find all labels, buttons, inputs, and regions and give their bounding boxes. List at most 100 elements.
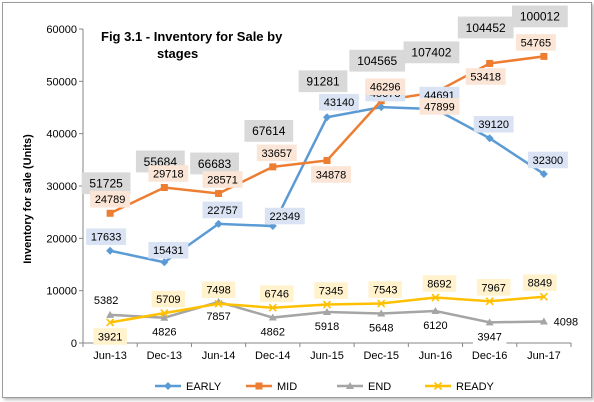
total-label-group: 107402 xyxy=(403,41,460,64)
data-label-end-group: 4826 xyxy=(147,323,182,341)
total-label-group: 51725 xyxy=(81,172,131,195)
total-label-box xyxy=(457,16,514,39)
data-point-mid xyxy=(215,189,223,197)
data-label-mid-group: 54765 xyxy=(515,34,556,51)
data-label-ready-box xyxy=(93,328,127,345)
data-label-early-group: 15431 xyxy=(148,241,189,259)
data-label-early-box xyxy=(86,228,127,246)
data-point-early xyxy=(106,246,115,255)
total-label-box xyxy=(298,70,348,93)
chart-title-line2: stages xyxy=(157,46,198,61)
y-tick-labels: 0 10000 20000 30000 40000 50000 60000 xyxy=(46,24,77,350)
data-label-mid-box xyxy=(465,68,506,85)
data-point-ready xyxy=(431,293,440,302)
data-label-ready: 7498 xyxy=(206,285,230,297)
inventory-line-chart: 0 10000 20000 30000 40000 50000 60000 Jun-13 De… xyxy=(22,5,583,393)
data-label-mid-group: 24789 xyxy=(90,190,131,208)
series-end xyxy=(106,297,548,326)
data-label-end-box xyxy=(147,323,182,341)
data-label-early: 15431 xyxy=(153,245,184,257)
data-label-early-group: 32300 xyxy=(527,151,568,169)
data-label-mid-box xyxy=(90,190,131,208)
data-label-ready-box xyxy=(368,281,402,298)
data-point-end xyxy=(106,310,115,318)
data-label-early-box xyxy=(319,93,359,111)
data-label-ready: 3921 xyxy=(98,331,122,343)
data-label-early: 32300 xyxy=(533,155,564,167)
data-label-mid: 34878 xyxy=(316,169,347,181)
chart-title-line1: Fig 3.1 - Inventory for Sale by xyxy=(101,29,283,44)
data-label-mid: 33657 xyxy=(261,148,292,160)
data-label-ready-box xyxy=(201,281,236,299)
x-tick-label: Jun-14 xyxy=(202,350,236,362)
x-tick-label: Jun-17 xyxy=(527,350,561,362)
data-label-end: 4862 xyxy=(261,327,285,339)
data-point-end xyxy=(377,309,386,317)
data-label-end-box xyxy=(364,319,398,336)
data-label-ready-box xyxy=(260,285,294,302)
y-tick-label: 50000 xyxy=(46,76,77,88)
legend-label: END xyxy=(368,381,391,393)
data-label-early: 43140 xyxy=(324,97,355,109)
legend-swatch-marker xyxy=(433,381,443,391)
total-label: 107402 xyxy=(411,46,451,60)
data-label-end-group: 4098 xyxy=(549,313,583,330)
data-label-end-box xyxy=(418,316,453,334)
data-point-early xyxy=(323,113,331,122)
data-point-ready xyxy=(214,299,223,308)
total-label-box xyxy=(512,5,568,28)
legend-item-end: END xyxy=(337,381,391,393)
x-tick-labels: Jun-13 Dec-13 Jun-14 Dec-14 Jun-15 Dec-15 Jun-… xyxy=(93,350,560,362)
data-labels: 1763315431227572234943140450784469139120… xyxy=(86,34,583,345)
data-point-mid xyxy=(323,156,331,164)
legend-swatch-marker xyxy=(164,382,172,390)
data-label-ready-box xyxy=(314,282,348,299)
data-label-ready: 8692 xyxy=(427,278,451,290)
data-label-early-box xyxy=(527,151,568,169)
legend-swatch-marker xyxy=(255,382,263,390)
data-label-mid-box xyxy=(515,34,556,51)
data-label-ready: 6746 xyxy=(265,289,289,301)
data-label-end-group: 5648 xyxy=(364,319,398,336)
data-point-ready xyxy=(485,297,494,306)
data-label-early: 22349 xyxy=(269,211,300,223)
data-label-early-box xyxy=(264,207,305,225)
total-label-group: 104565 xyxy=(349,49,406,72)
data-label-ready-group: 7967 xyxy=(476,279,511,296)
data-label-mid: 54765 xyxy=(521,37,552,49)
data-label-ready-group: 8849 xyxy=(523,274,557,291)
data-point-end xyxy=(323,308,331,316)
data-point-mid xyxy=(269,163,277,171)
total-label-box xyxy=(190,152,239,175)
data-label-ready-group: 5709 xyxy=(151,290,186,308)
data-label-mid-box xyxy=(256,144,297,162)
total-label: 104565 xyxy=(357,54,397,68)
data-point-mid xyxy=(540,52,548,60)
total-label: 104452 xyxy=(466,21,506,35)
legend-label: MID xyxy=(277,381,297,393)
data-label-mid-group: 28571 xyxy=(202,171,243,188)
data-label-end-box xyxy=(310,317,344,335)
x-tick-label: Dec-14 xyxy=(255,350,290,362)
data-label-ready: 7543 xyxy=(373,284,397,296)
data-label-ready-box xyxy=(151,290,186,308)
x-tick-label: Jun-13 xyxy=(93,350,127,362)
data-label-early-group: 39120 xyxy=(473,115,514,133)
data-point-ready xyxy=(106,318,115,327)
data-label-mid-box xyxy=(148,165,189,182)
data-label-mid-group: 34878 xyxy=(311,166,351,183)
data-label-early-box xyxy=(473,115,514,133)
data-label-end-group: 6120 xyxy=(418,316,453,334)
data-label-early-box xyxy=(148,241,189,259)
data-label-end-box xyxy=(472,328,507,345)
data-label-mid: 29718 xyxy=(153,168,184,180)
total-label: 67614 xyxy=(252,124,286,138)
data-label-end-group: 5918 xyxy=(310,317,344,335)
data-point-early xyxy=(214,219,223,228)
data-label-mid-box xyxy=(202,171,243,188)
data-label-ready-group: 6746 xyxy=(260,285,294,302)
data-point-end xyxy=(539,317,548,325)
data-point-early xyxy=(485,134,494,143)
data-point-early xyxy=(160,258,169,267)
data-label-end: 7857 xyxy=(206,311,230,323)
